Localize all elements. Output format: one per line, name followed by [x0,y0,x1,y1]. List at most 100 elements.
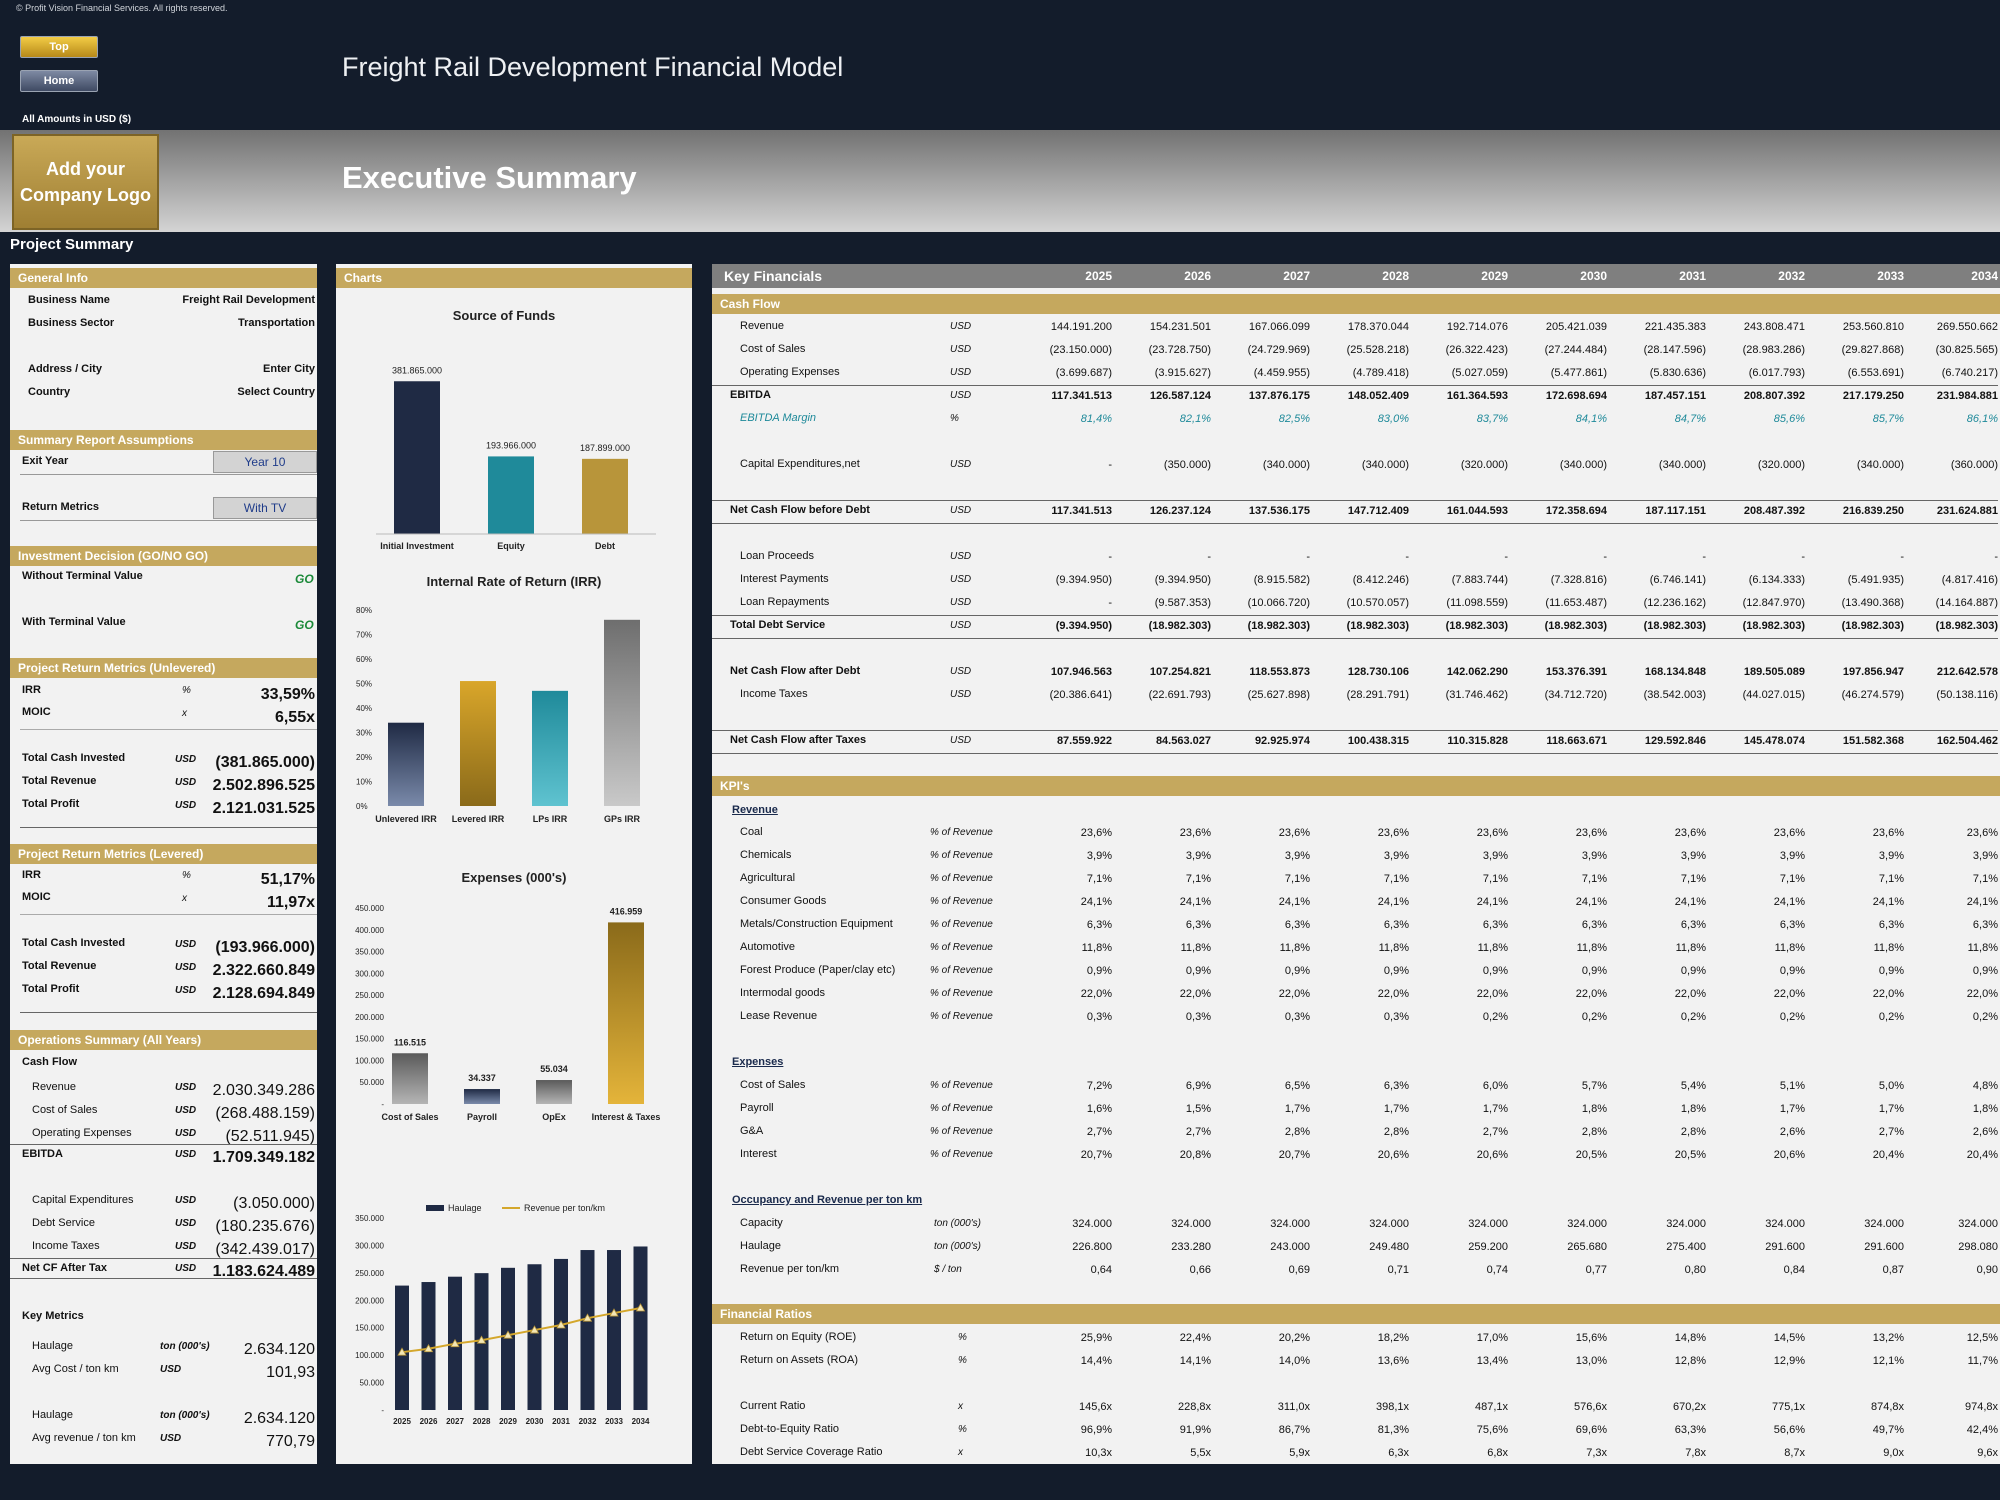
value-return-on-assets-roa-2030: 13,0% [1575,1355,1607,1367]
value-interest-2027: 20,7% [1278,1149,1310,1161]
value-total-debt-service-2033: (18.982.303) [1841,620,1904,632]
value-ebitda-margin-2034: 86,1% [1966,413,1998,425]
value-lease-revenue-2028: 0,3% [1383,1011,1409,1023]
value-interest-payments-2033: (5.491.935) [1847,574,1904,586]
metric-label: Total Cash Invested [22,752,126,764]
row-label-chemicals: Chemicals [740,849,792,861]
haulage-bar-6 [554,1258,568,1410]
value-metals-construction-equipment-2030: 6,3% [1581,919,1607,931]
revenue-per-ton-marker-2 [450,1338,460,1348]
value-debt-to-equity-ratio-2033: 49,7% [1872,1424,1904,1436]
value-consumer-goods-2033: 24,1% [1872,896,1904,908]
value-g-a-2028: 2,8% [1383,1126,1409,1138]
value-return-on-assets-roa-2027: 14,0% [1278,1355,1310,1367]
general-info-label: Address / City [28,363,102,375]
value-g-a-2030: 2,8% [1581,1126,1607,1138]
value-return-on-equity-roe-2030: 15,6% [1575,1332,1607,1344]
value-net-cash-flow-before-debt-2030: 172.358.694 [1545,505,1607,517]
value-current-ratio-2030: 576,6x [1573,1401,1607,1413]
ops-row-label: Cost of Sales [32,1104,98,1116]
value-current-ratio-2031: 670,2x [1672,1401,1706,1413]
project-summary-heading: Project Summary [10,236,134,253]
haulage-year-label-7: 2032 [579,1417,597,1426]
row-unit-net-cash-flow-after-taxes: USD [950,735,972,746]
haulage-bar-7 [580,1250,595,1410]
value-current-ratio-2033: 874,8x [1870,1401,1904,1413]
value-ebitda-2034: 231.984.881 [1936,390,1998,402]
general-info-header: General Info [10,268,317,288]
expenses-ytick-9: 450.000 [355,904,384,913]
value-capital-expenditures-net-2027: (340.000) [1262,459,1310,471]
expenses-category-label-0: Cost of Sales [381,1112,438,1122]
legend-haulage-swatch [426,1205,444,1211]
value-interest-payments-2027: (8.915.582) [1253,574,1310,586]
value-interest-2026: 20,8% [1179,1149,1211,1161]
value-net-cash-flow-before-debt-2034: 231.624.881 [1936,505,1998,517]
value-lease-revenue-2032: 0,2% [1779,1011,1805,1023]
value-chemicals-2032: 3,9% [1779,850,1805,862]
year-header-2034: 2034 [1971,269,1998,283]
value-net-cash-flow-after-debt-2026: 107.254.821 [1149,666,1211,678]
haulage-year-label-3: 2028 [473,1417,491,1426]
value-intermodal-goods-2025: 22,0% [1080,988,1112,1000]
expenses-bar-3 [608,922,644,1104]
row-label-debt-to-equity-ratio: Debt-to-Equity Ratio [740,1423,840,1435]
cashflow-section-header: Cash Flow [712,294,2000,314]
row-label-debt-service-coverage-ratio: Debt Service Coverage Ratio [740,1446,883,1458]
value-net-cash-flow-before-debt-2026: 126.237.124 [1149,505,1211,517]
value-chemicals-2034: 3,9% [1972,850,1998,862]
value-return-on-assets-roa-2025: 14,4% [1080,1355,1112,1367]
row-unit-lease-revenue: % of Revenue [930,1011,993,1022]
value-income-taxes-2033: (46.274.579) [1841,689,1904,701]
top-button[interactable]: Top [20,36,98,58]
haulage-bar-8 [607,1250,621,1410]
value-debt-service-coverage-ratio-2025: 10,3x [1085,1447,1112,1459]
value-cost-of-sales-2027: (24.729.969) [1247,344,1310,356]
irr-category-label-0: Unlevered IRR [375,814,437,824]
key-financials-header-bar: Key Financials 2025 2026 2027 2028 2029 2030 2… [712,264,2000,288]
return-metrics-select[interactable]: With TV [213,497,317,519]
divider [712,638,1998,639]
value-revenue-per-ton-km-2032: 0,84 [1783,1264,1805,1276]
kpi-expenses-subheader: Expenses [732,1056,784,1068]
value-g-a-2027: 2,8% [1284,1126,1310,1138]
value-interest-payments-2028: (8.412.246) [1352,574,1409,586]
value-loan-proceeds-2033: - [1900,551,1904,563]
value-lease-revenue-2033: 0,2% [1878,1011,1904,1023]
row-unit-coal: % of Revenue [930,827,993,838]
row-unit-intermodal-goods: % of Revenue [930,988,993,999]
value-revenue-2034: 269.550.662 [1936,321,1998,333]
value-cost-of-sales-2032: 5,1% [1779,1080,1805,1092]
row-label-net-cash-flow-after-debt: Net Cash Flow after Debt [730,665,861,677]
without-tv-label: Without Terminal Value [22,570,143,582]
ops-row-unit: USD [175,1105,197,1116]
value-income-taxes-2026: (22.691.793) [1148,689,1211,701]
value-loan-repayments-2032: (12.847.970) [1742,597,1805,609]
haulage-year-label-8: 2033 [605,1417,623,1426]
operations-summary-header: Operations Summary (All Years) [10,1030,317,1050]
home-button[interactable]: Home [20,70,98,92]
value-ebitda-margin-2031: 84,7% [1674,413,1706,425]
exit-year-select[interactable]: Year 10 [213,451,317,473]
expenses-bar-label-0: 116.515 [394,1037,426,1047]
expenses-ytick-5: 250.000 [355,991,384,1000]
value-forest-produce-paper-clay-etc-2030: 0,9% [1581,965,1607,977]
value-coal-2032: 23,6% [1773,827,1805,839]
value-revenue-per-ton-km-2027: 0,69 [1288,1264,1310,1276]
value-debt-service-coverage-ratio-2031: 7,8x [1685,1447,1706,1459]
value-capacity-2034: 324.000 [1958,1218,1998,1230]
value-debt-service-coverage-ratio-2028: 6,3x [1388,1447,1409,1459]
expenses-chart-title: Expenses (000's) [461,870,567,885]
value-debt-service-coverage-ratio-2026: 5,5x [1190,1447,1211,1459]
general-info-value: Freight Rail Development [182,294,315,306]
company-logo-placeholder[interactable]: Add your Company Logo [12,134,159,230]
year-header-2033: 2033 [1877,269,1904,283]
value-capital-expenditures-net-2031: (340.000) [1658,459,1706,471]
value-intermodal-goods-2031: 22,0% [1674,988,1706,1000]
value-automotive-2025: 11,8% [1081,942,1112,954]
value-net-cash-flow-before-debt-2027: 137.536.175 [1248,505,1310,517]
value-revenue-2031: 221.435.383 [1644,321,1706,333]
value-interest-payments-2030: (7.328.816) [1550,574,1607,586]
key-metric-label: Avg revenue / ton km [32,1432,136,1444]
value-net-cash-flow-after-debt-2034: 212.642.578 [1936,666,1998,678]
